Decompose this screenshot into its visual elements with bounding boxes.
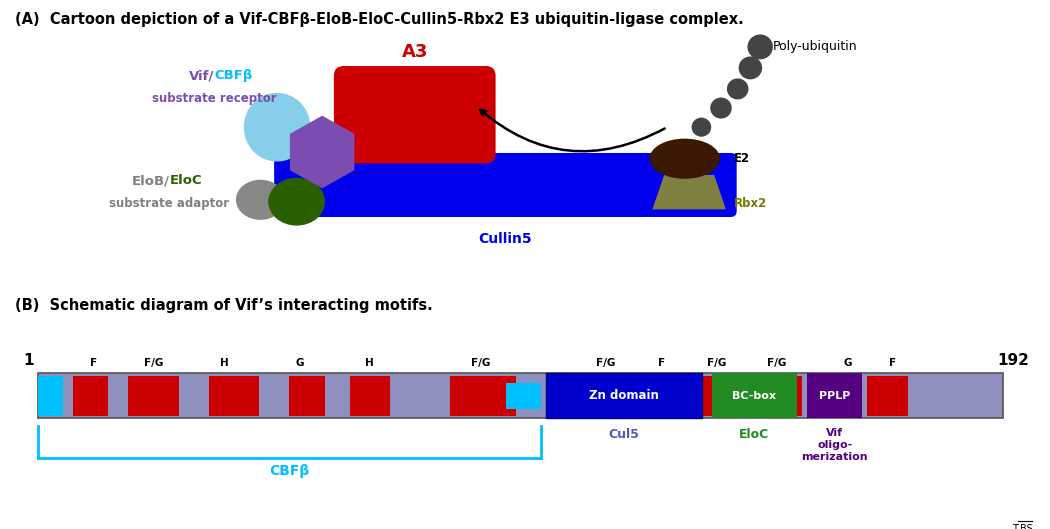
- FancyBboxPatch shape: [505, 383, 541, 409]
- Text: EloC: EloC: [739, 428, 770, 442]
- Text: substrate adaptor: substrate adaptor: [109, 197, 229, 210]
- Circle shape: [727, 78, 749, 99]
- Text: Zn domain: Zn domain: [589, 389, 658, 402]
- Text: CBFβ: CBFβ: [214, 69, 253, 82]
- Text: F: F: [657, 358, 665, 368]
- FancyBboxPatch shape: [74, 376, 108, 416]
- Text: BC-box: BC-box: [732, 391, 776, 400]
- Text: F/G: F/G: [768, 358, 786, 368]
- Text: F: F: [889, 358, 897, 368]
- FancyBboxPatch shape: [807, 373, 862, 418]
- Ellipse shape: [236, 180, 285, 220]
- FancyBboxPatch shape: [647, 376, 676, 416]
- Ellipse shape: [244, 93, 311, 161]
- FancyBboxPatch shape: [712, 373, 797, 418]
- Text: F/G: F/G: [470, 358, 490, 368]
- Polygon shape: [290, 116, 355, 188]
- Text: A3: A3: [401, 43, 428, 61]
- Text: 1: 1: [23, 353, 34, 368]
- Ellipse shape: [268, 178, 326, 225]
- Text: F/G: F/G: [144, 358, 163, 368]
- FancyBboxPatch shape: [334, 66, 496, 163]
- Text: Vif
oligo-
merization: Vif oligo- merization: [801, 428, 868, 462]
- FancyBboxPatch shape: [350, 376, 390, 416]
- Text: F: F: [89, 358, 97, 368]
- FancyBboxPatch shape: [546, 373, 701, 418]
- FancyBboxPatch shape: [38, 373, 1003, 418]
- Text: 192: 192: [998, 353, 1029, 368]
- FancyBboxPatch shape: [867, 376, 907, 416]
- FancyBboxPatch shape: [757, 376, 802, 416]
- Text: F/G: F/G: [596, 358, 615, 368]
- FancyBboxPatch shape: [38, 376, 63, 416]
- Text: EloB/: EloB/: [131, 174, 169, 187]
- Text: Rbx2: Rbx2: [734, 197, 766, 210]
- FancyBboxPatch shape: [450, 376, 516, 416]
- Text: BS: BS: [1020, 524, 1032, 529]
- Circle shape: [692, 117, 711, 136]
- FancyBboxPatch shape: [575, 376, 631, 416]
- Text: PPLP: PPLP: [819, 391, 850, 400]
- Polygon shape: [652, 175, 726, 209]
- FancyBboxPatch shape: [692, 376, 741, 416]
- Text: (A)  Cartoon depiction of a Vif-CBFβ-EloB-EloC-Cullin5-Rbx2 E3 ubiquitin-ligase : (A) Cartoon depiction of a Vif-CBFβ-EloB…: [16, 13, 744, 28]
- Text: EloC: EloC: [169, 174, 202, 187]
- FancyBboxPatch shape: [274, 153, 737, 217]
- Text: Vif/: Vif/: [189, 69, 214, 82]
- Ellipse shape: [650, 139, 720, 179]
- Text: substrate receptor: substrate receptor: [152, 92, 276, 105]
- FancyBboxPatch shape: [873, 376, 907, 416]
- Text: (B)  Schematic diagram of Vif’s interacting motifs.: (B) Schematic diagram of Vif’s interacti…: [16, 298, 434, 313]
- Text: T: T: [1012, 524, 1017, 529]
- Circle shape: [748, 34, 773, 59]
- Text: Cul5: Cul5: [608, 428, 639, 442]
- FancyBboxPatch shape: [128, 376, 178, 416]
- Text: Cullin5: Cullin5: [479, 232, 532, 247]
- Text: F/G: F/G: [707, 358, 727, 368]
- Text: G: G: [843, 358, 852, 368]
- Text: CBFβ: CBFβ: [269, 464, 310, 478]
- Text: H: H: [365, 358, 374, 368]
- Text: Poly-ubiquitin: Poly-ubiquitin: [773, 40, 858, 53]
- FancyBboxPatch shape: [209, 376, 259, 416]
- Circle shape: [738, 57, 762, 79]
- FancyBboxPatch shape: [290, 376, 324, 416]
- Text: E2: E2: [734, 152, 750, 165]
- Text: G: G: [295, 358, 303, 368]
- Circle shape: [710, 97, 732, 118]
- Text: H: H: [219, 358, 228, 368]
